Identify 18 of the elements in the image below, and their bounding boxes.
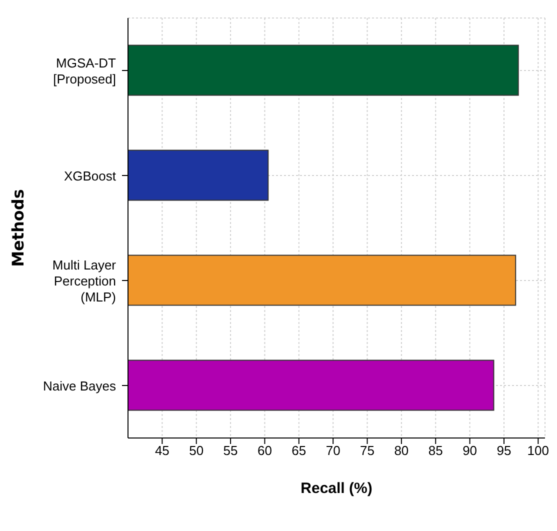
x-tick-label: 60: [257, 443, 272, 458]
y-tick-label: MGSA-DT [Proposed]: [53, 55, 116, 86]
x-tick-label: 90: [462, 443, 478, 458]
x-tick-label: 75: [360, 443, 374, 458]
x-tick-label: 80: [394, 443, 409, 458]
x-tick-label: 55: [223, 443, 238, 458]
x-tick-label: 65: [292, 443, 306, 458]
x-tick-label: 95: [496, 443, 512, 458]
x-tick-label: 50: [189, 443, 204, 458]
x-tick-label: 85: [428, 443, 443, 458]
y-tick-label: Multi Layer Perception (MLP): [52, 257, 117, 304]
x-tick-label: 45: [154, 443, 170, 458]
x-tick-label: 100: [527, 443, 550, 458]
y-tick-label: XGBoost: [64, 168, 116, 183]
y-tick-label: Naive Bayes: [43, 378, 116, 393]
x-axis-title: Recall (%): [300, 480, 372, 497]
y-axis-title: Methods: [8, 189, 28, 267]
x-tick-label: 70: [326, 443, 340, 458]
